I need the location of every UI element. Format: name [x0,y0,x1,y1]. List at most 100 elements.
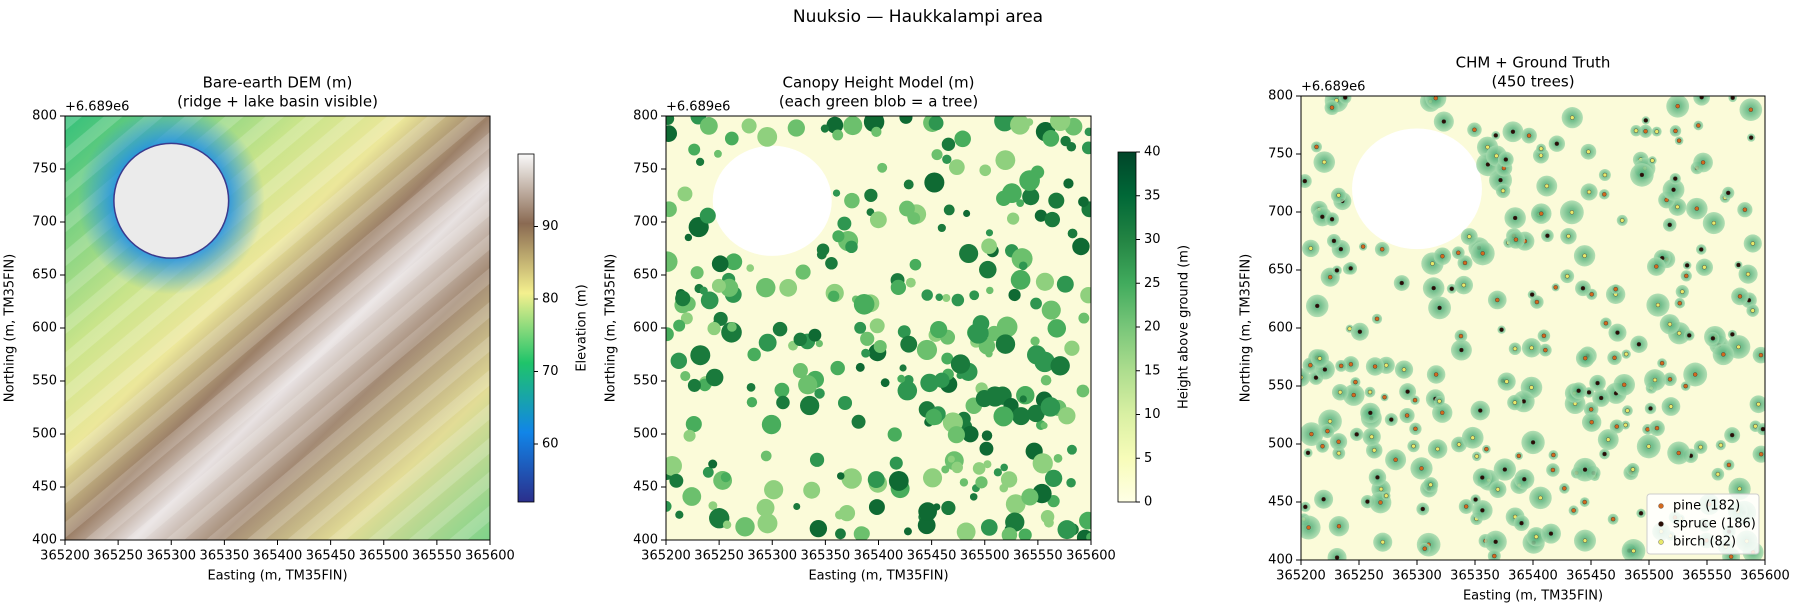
tree-point [1440,410,1445,415]
canopy-blob [680,370,691,382]
x-tick-label: 365400 [854,549,904,564]
canopy-blob [714,149,722,158]
tree-point [1758,451,1764,457]
tree-point [1624,351,1629,357]
tree-point [1760,426,1765,432]
tree-point [1329,105,1335,110]
canopy-blob [899,364,907,372]
tree-point [1671,187,1676,192]
tree-point [1551,452,1556,458]
tree-point [1467,234,1472,239]
canopy-blob [1007,212,1020,225]
y-tick-label: 400 [1268,553,1293,568]
canopy-blob [983,460,992,469]
tree-point [1384,363,1389,368]
canopy-blob [666,125,678,142]
tree-point [1478,408,1483,413]
legend-box [1646,493,1760,555]
canopy-blob [843,116,863,136]
colorbar-tick-label: 30 [1144,232,1161,247]
tree-point [1586,149,1591,154]
canopy-blob [994,116,1016,132]
canopy-blob [1030,336,1040,346]
tree-point [1437,399,1442,404]
y-tick-label: 550 [32,374,57,389]
tree-point [1718,442,1723,448]
canopy-blob [864,188,878,202]
tree-point [1602,192,1607,197]
colorbar-tick-label: 35 [1144,188,1161,203]
tree-point [1750,308,1755,313]
canopy-blob [1000,471,1018,488]
canopy-blob [948,159,965,175]
tree-point [1566,233,1571,239]
canopy-blob [844,192,860,209]
canopy-blob [1053,453,1063,463]
y-tick-label: 700 [1268,205,1293,220]
canopy-blob [815,340,823,348]
tree-point [1726,190,1731,196]
canopy-blob [1019,170,1040,191]
canopy-blob [947,426,965,444]
tree-point [1510,129,1516,134]
canopy-blob [986,286,994,295]
tree-point [1659,360,1665,366]
canopy-blob [699,117,718,135]
tree-point [1484,446,1489,452]
colorbar-tick-label: 15 [1144,363,1161,378]
tree-point [1435,446,1440,452]
tree-point [1336,439,1341,444]
canopy-blob [761,414,782,435]
canopy-blob [1086,532,1091,540]
canopy-blob [924,172,945,193]
tree-point [1456,250,1461,255]
tree-point [1495,297,1500,303]
tree-point [1334,268,1340,273]
tree-point [1580,286,1586,291]
canopy-blob [1047,495,1060,508]
tree-point [1437,305,1442,311]
tree-point [1711,220,1717,226]
tree-point [1405,389,1410,394]
tree-point [1393,457,1398,462]
canopy-blob [688,143,701,156]
canopy-blob [724,131,739,146]
canopy-blob [867,471,885,489]
y-tick-label: 550 [1268,379,1293,394]
canopy-blob [959,243,979,264]
tree-point [1615,330,1620,335]
y-offset-label: +6.689e6 [65,100,129,115]
tree-point [1389,417,1394,422]
canopy-blob [1064,340,1080,356]
tree-point [1512,215,1518,221]
canopy-blob [855,362,865,372]
x-tick-label: 365400 [1508,569,1558,584]
canopy-blob [930,320,948,339]
canopy-blob [1016,199,1025,208]
tree-point [1582,253,1587,258]
y-tick-label: 450 [1268,495,1293,510]
tree-point [1336,450,1342,456]
tree-point [1331,238,1337,244]
colorbar [1117,151,1137,503]
tree-point [1554,141,1560,146]
tree-point [1305,450,1311,456]
canopy-blob [708,459,718,469]
canopy-blob [696,157,705,166]
canopy-blob [887,427,902,442]
canopy-blob [851,414,866,429]
tree-point [1308,363,1313,368]
canopy-blob [869,318,885,334]
tree-point [1502,467,1508,472]
x-tick-label: 365300 [146,549,196,564]
tree-point [1565,274,1570,279]
colorbar-tick-label: 90 [542,219,559,234]
y-tick-label: 650 [633,268,658,283]
tree-point [1463,504,1469,509]
canopy-blob [1040,397,1061,417]
tree-point [1353,379,1358,385]
tree-point [1320,444,1325,449]
canopy-blob [981,238,997,255]
x-axis-label: Easting (m, TM35FIN) [808,569,948,584]
canopy-blob [889,456,903,470]
